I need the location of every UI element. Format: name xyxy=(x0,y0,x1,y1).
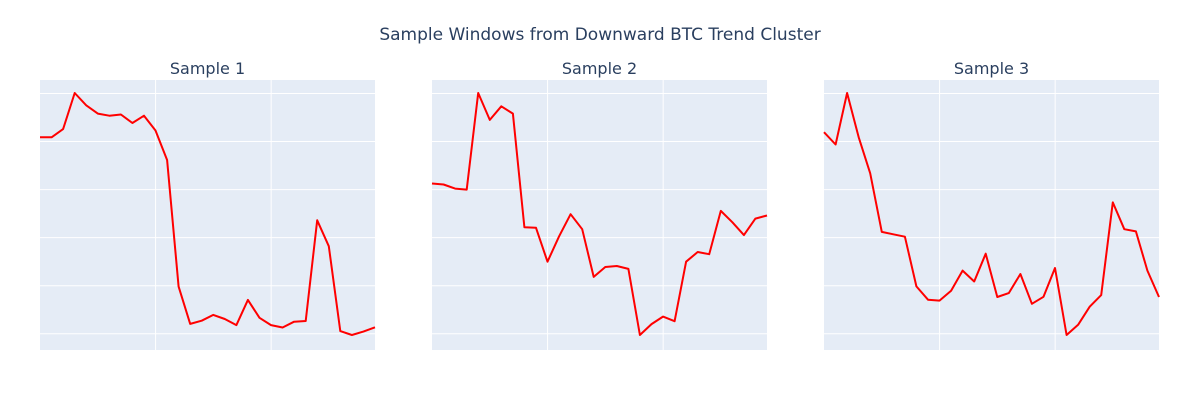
subplot-title: Sample 2 xyxy=(562,59,637,78)
plot-area-background xyxy=(432,80,767,350)
subplot-3: Sample 3 xyxy=(823,59,1160,350)
subplot-panels: Sample 1 Sample 2 Sample 3 xyxy=(40,59,1160,350)
series-line xyxy=(40,92,376,336)
subplot-2: Sample 2 xyxy=(431,59,768,350)
series-line xyxy=(431,92,768,336)
series-line xyxy=(823,92,1160,336)
plot-area-background xyxy=(824,80,1159,350)
figure-title: Sample Windows from Downward BTC Trend C… xyxy=(379,25,820,45)
subplot-title: Sample 3 xyxy=(954,59,1029,78)
plot-area-background xyxy=(40,80,375,350)
subplot-1: Sample 1 xyxy=(40,59,376,350)
subplot-title: Sample 1 xyxy=(170,59,245,78)
